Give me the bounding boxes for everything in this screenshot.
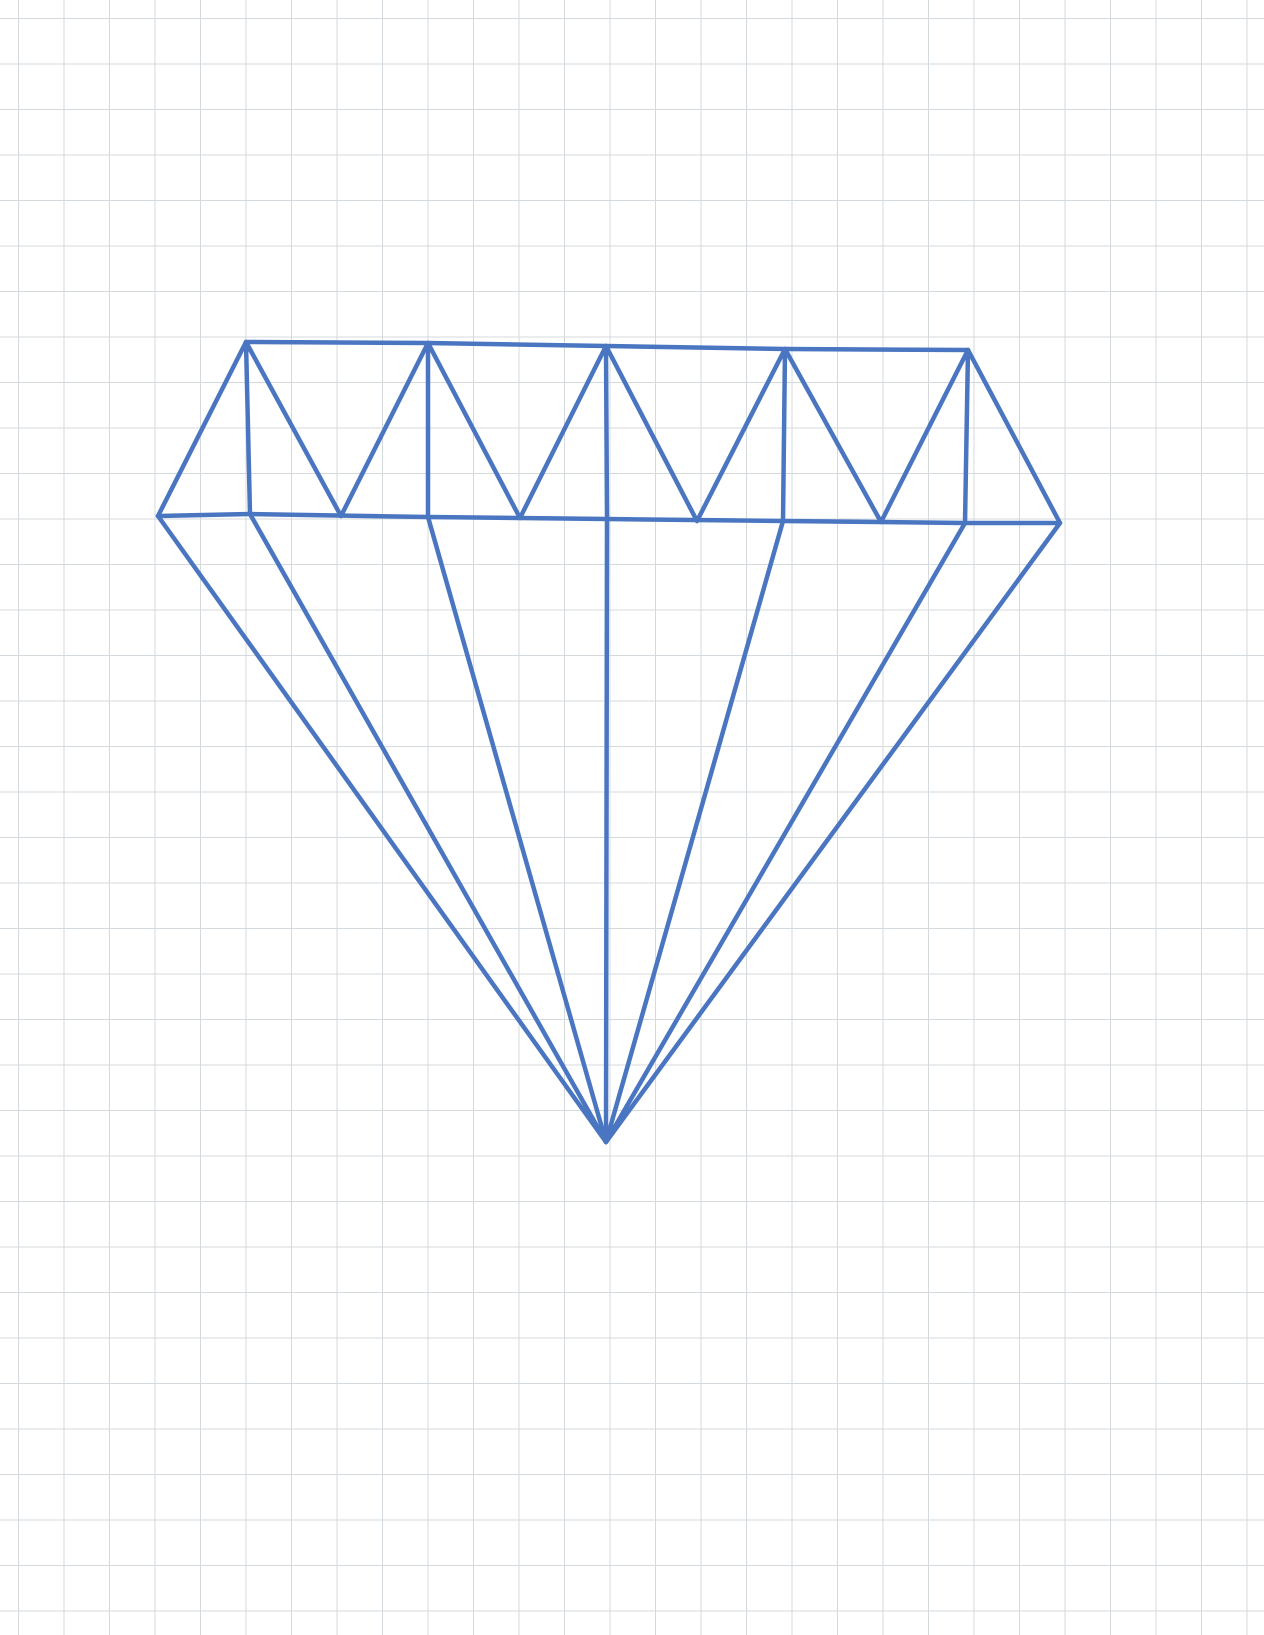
crown-vertical xyxy=(603,343,610,522)
crown-top-edge xyxy=(782,346,971,353)
girdle-edge xyxy=(155,511,253,519)
crown-facet xyxy=(243,339,344,519)
crown-vertical xyxy=(780,346,788,524)
crown-vertical xyxy=(962,347,971,526)
girdle-edge xyxy=(780,518,968,526)
pavilion-line xyxy=(603,520,1063,1145)
crown-facet xyxy=(338,340,431,519)
crown-top-edge xyxy=(603,343,788,352)
pavilion-line xyxy=(155,513,609,1145)
diamond-outline xyxy=(155,339,1063,1145)
pavilion-line xyxy=(425,514,609,1145)
pavilion-line xyxy=(603,518,786,1145)
crown-side-right xyxy=(965,347,1063,526)
crown-vertical xyxy=(243,339,253,517)
crown-top-edge xyxy=(425,340,609,349)
crown-top-edge xyxy=(243,339,431,346)
crown-facet xyxy=(425,340,523,521)
pavilion-line xyxy=(603,520,968,1145)
crown-facet xyxy=(694,346,788,524)
crown-facet xyxy=(878,347,971,525)
crown-facet xyxy=(517,343,609,521)
crown-side-left xyxy=(155,339,249,519)
crown-facet xyxy=(782,346,884,525)
crown-facet xyxy=(603,343,700,524)
pavilion-line xyxy=(603,516,610,1145)
pavilion-line xyxy=(247,511,609,1145)
